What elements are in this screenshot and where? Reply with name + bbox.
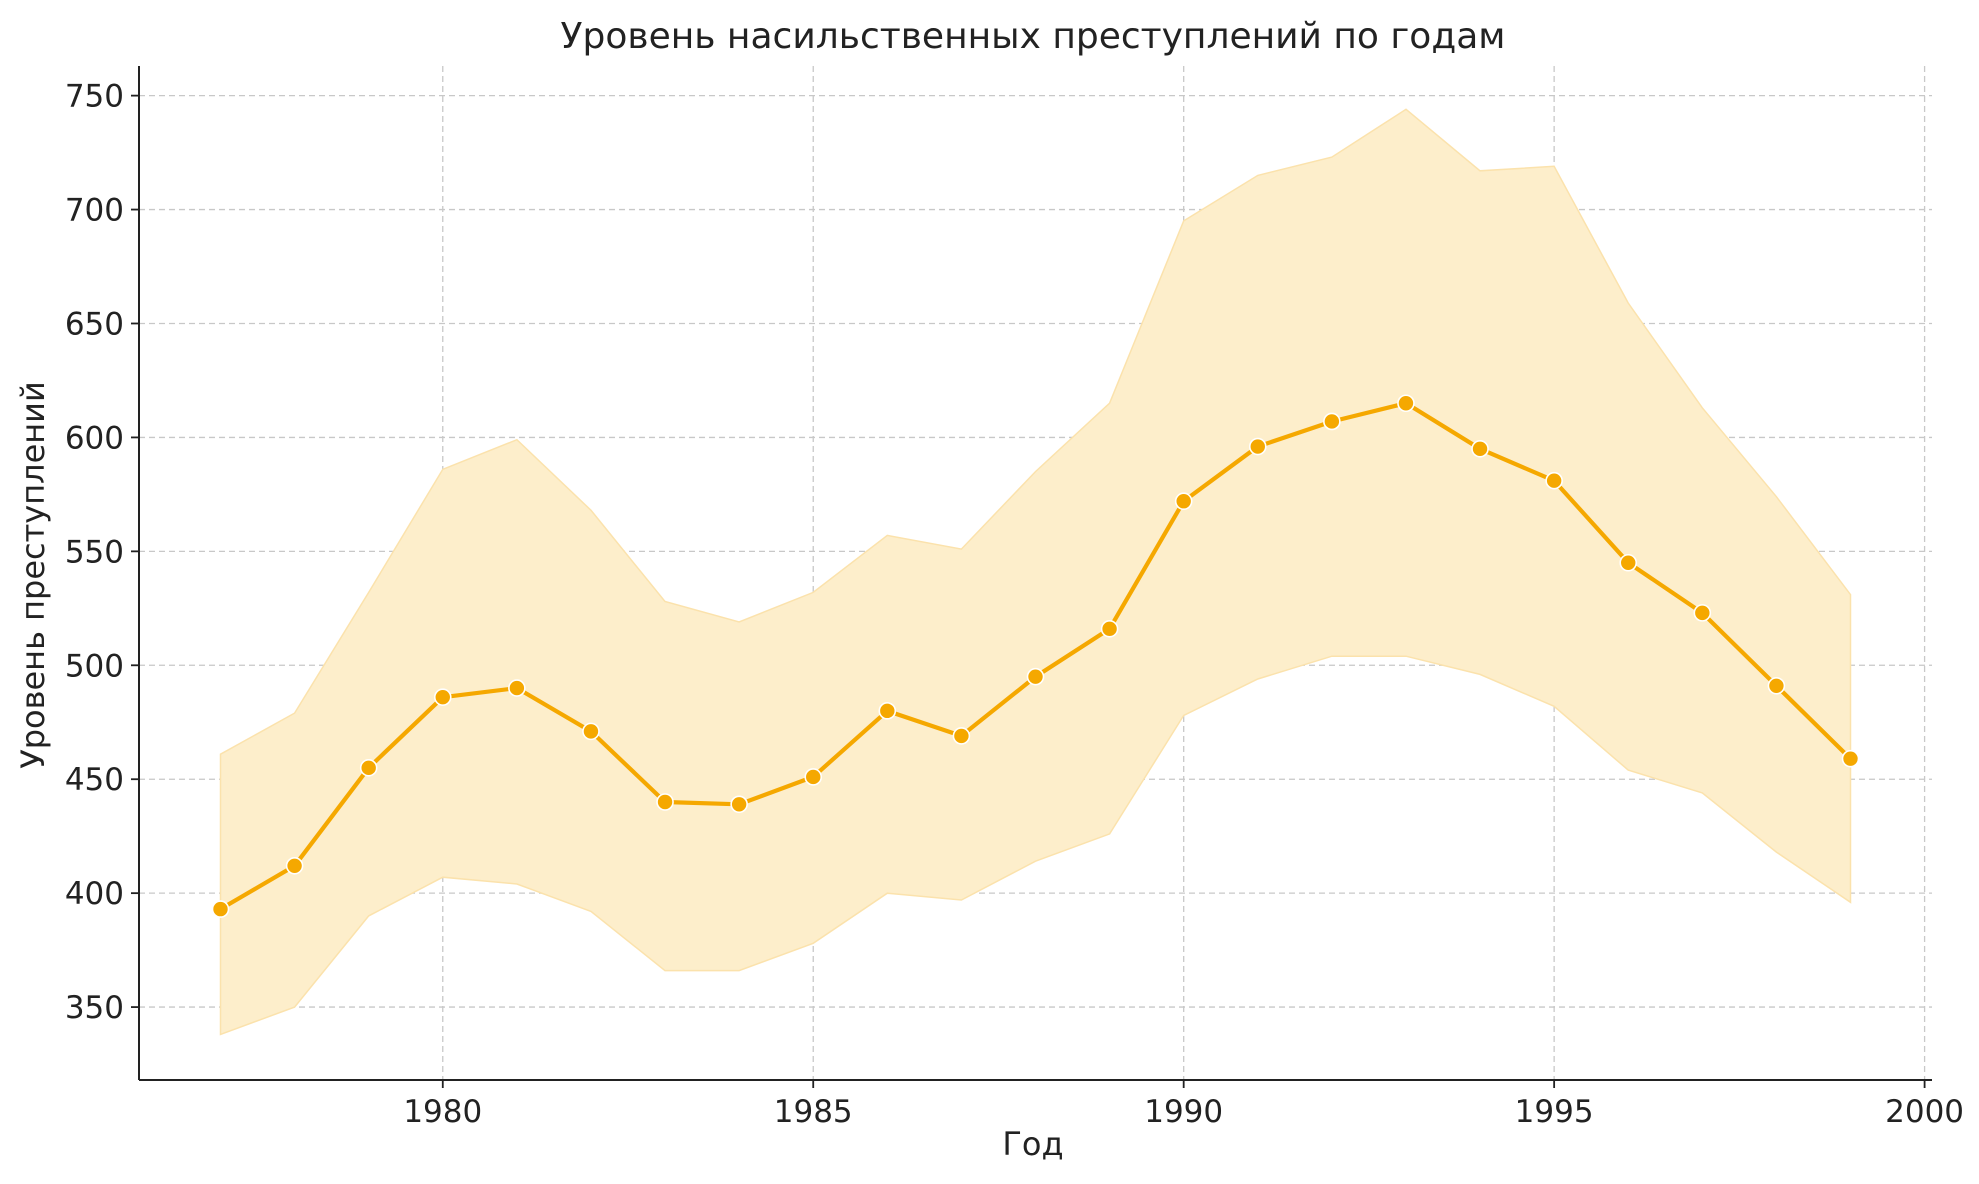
axes	[131, 66, 1932, 1088]
data-point	[285, 857, 304, 875]
data-point	[878, 702, 897, 720]
y-tick-label: 550	[65, 534, 124, 570]
y-tick-label: 450	[65, 762, 124, 798]
x-tick-label: 2000	[1885, 1094, 1964, 1130]
data-points-layer	[211, 394, 1860, 918]
x-axis-label: Год	[1002, 1125, 1063, 1163]
data-point	[656, 793, 674, 811]
data-point	[1397, 394, 1415, 413]
data-point	[952, 727, 971, 745]
data-point	[359, 759, 378, 777]
data-point	[508, 679, 526, 697]
data-point	[1026, 667, 1045, 686]
data-point	[1619, 553, 1638, 572]
y-tick-label: 500	[65, 648, 124, 684]
data-point	[1693, 604, 1712, 622]
y-tick-label: 700	[65, 193, 124, 229]
data-point	[433, 688, 452, 706]
x-tick-label: 1985	[774, 1094, 853, 1130]
tick-labels: 350 400 450 500 550 600 650 700 750 1980 1985 1990 1…	[65, 79, 1964, 1130]
data-point	[211, 900, 230, 918]
confidence-band	[219, 108, 1852, 1036]
data-point	[1248, 437, 1267, 456]
data-point	[730, 795, 748, 814]
x-tick-label: 1990	[1144, 1094, 1223, 1130]
x-tick-label: 1995	[1515, 1094, 1594, 1130]
data-point	[1100, 620, 1119, 638]
y-tick-label: 600	[65, 420, 124, 456]
data-point	[1767, 676, 1786, 695]
data-point	[804, 768, 823, 786]
y-tick-label: 400	[65, 876, 124, 912]
data-point	[1323, 412, 1341, 431]
confidence-band-layer	[219, 108, 1852, 1036]
y-tick-label: 350	[65, 990, 124, 1026]
data-point	[1545, 471, 1563, 490]
y-tick-label: 650	[65, 306, 124, 342]
y-tick-label: 750	[65, 79, 124, 115]
data-point	[1841, 749, 1860, 768]
data-point	[1471, 440, 1489, 458]
chart-title: Уровень насильственных преступлений по г…	[561, 16, 1506, 57]
data-point	[582, 722, 600, 741]
data-point	[1174, 492, 1193, 511]
y-axis-label: Уровень преступлений	[14, 381, 52, 769]
x-tick-label: 1980	[403, 1094, 482, 1130]
